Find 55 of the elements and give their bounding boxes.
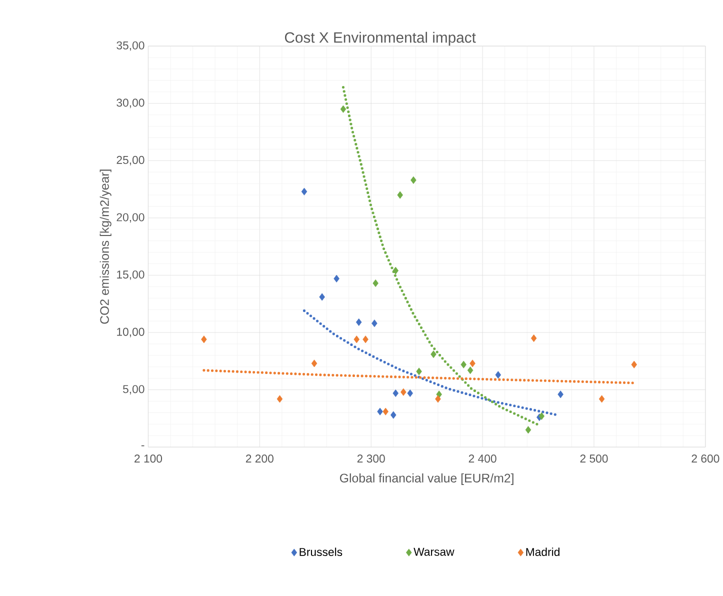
point [354, 336, 360, 344]
point [430, 350, 436, 358]
legend-label: Warsaw [414, 548, 454, 556]
point [598, 395, 605, 403]
point [382, 408, 388, 416]
point [301, 188, 308, 196]
point [201, 336, 207, 344]
y-tick-label: 15,00 [117, 270, 144, 280]
line-series [342, 86, 541, 427]
point [340, 105, 346, 113]
point [400, 388, 406, 396]
point [530, 334, 537, 342]
y-tick-label: - [141, 445, 144, 446]
y-tick-label: 35,00 [116, 41, 144, 51]
point [362, 336, 368, 344]
y-tick-label: 30,00 [116, 98, 144, 108]
point [319, 293, 325, 301]
legend-label: Madrid [526, 548, 560, 556]
point [334, 274, 340, 282]
point [392, 389, 399, 397]
line-series [202, 369, 634, 384]
point [467, 366, 474, 374]
point [356, 318, 362, 326]
point [470, 360, 476, 368]
y-tick-label: 10,00 [117, 328, 144, 338]
point [416, 368, 422, 376]
point [495, 371, 502, 379]
point [631, 360, 637, 368]
x-axis-title: Global financial value [EUR/m2] [340, 473, 514, 485]
point [392, 266, 399, 274]
point [397, 191, 403, 199]
x-tick-label: 2 100 [134, 454, 162, 463]
y-tick-label: 20,00 [116, 213, 144, 223]
point [372, 279, 378, 288]
x-tick-label: 2 500 [580, 454, 608, 463]
point [460, 360, 466, 368]
x-tick-label: 2 400 [468, 454, 496, 463]
point [311, 360, 318, 368]
point [435, 395, 441, 403]
x-tick-label: 2 600 [692, 454, 720, 463]
y-tick-label: 25,00 [116, 156, 144, 166]
x-tick-label: 2 300 [357, 454, 385, 463]
point [390, 411, 396, 419]
y-axis-title: CO2 emissions [kg/m2/year] [100, 170, 112, 324]
y-tick-label: 5,00 [122, 385, 144, 394]
point [558, 390, 564, 398]
point [372, 320, 378, 328]
point [276, 395, 283, 403]
chart-title: Cost X Environmental impact [285, 32, 476, 46]
point [377, 408, 383, 416]
x-tick-label: 2 200 [246, 454, 274, 463]
point [407, 389, 413, 397]
point [525, 426, 532, 434]
legend-label: Brussels [300, 548, 342, 556]
point [410, 176, 416, 184]
